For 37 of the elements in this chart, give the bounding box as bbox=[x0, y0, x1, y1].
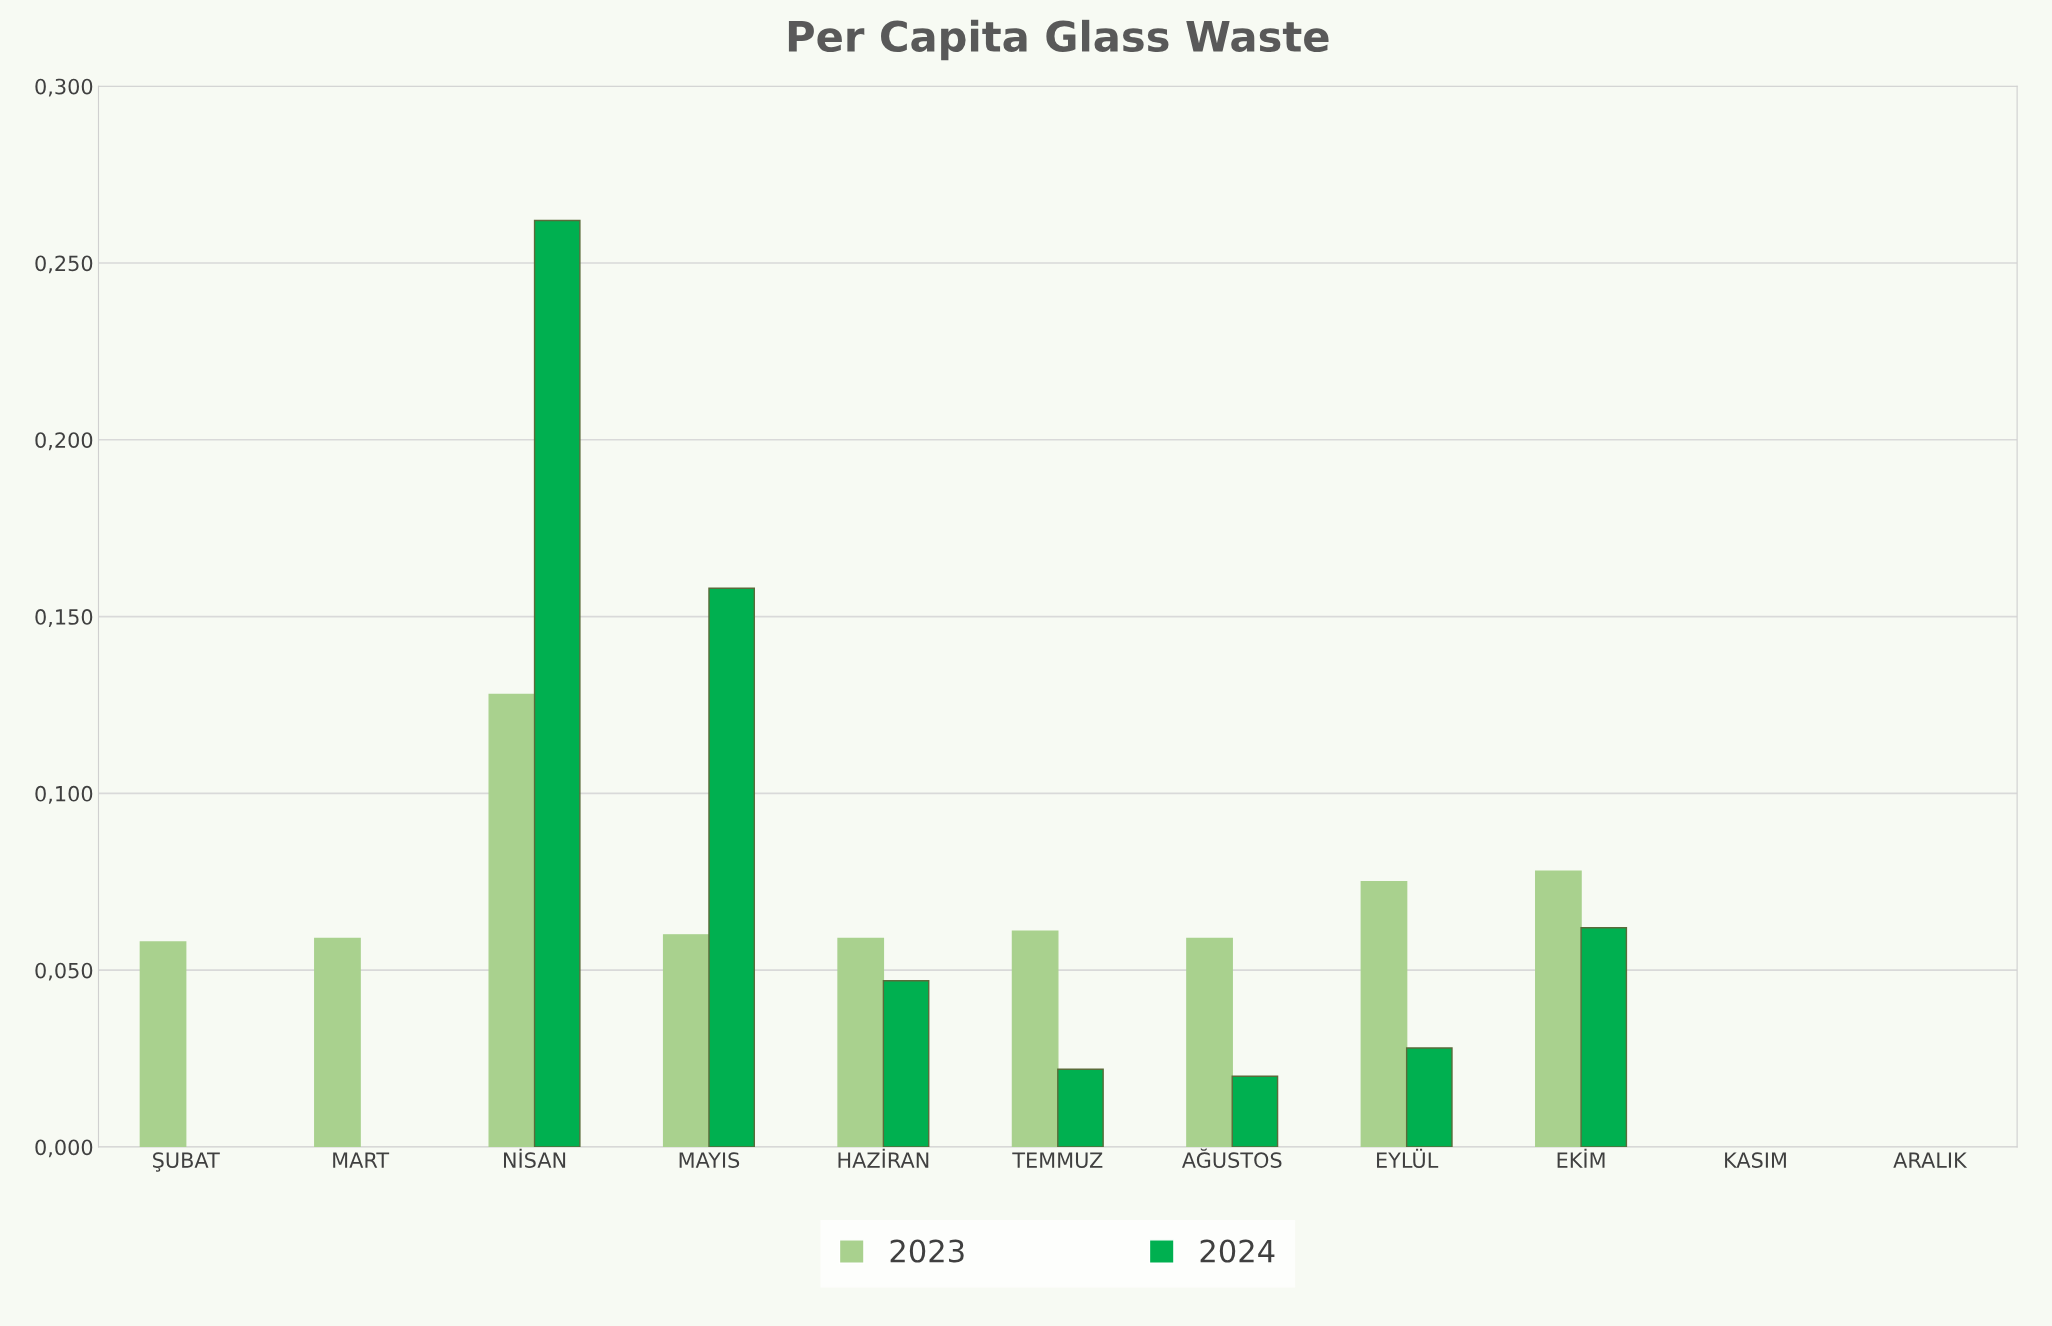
y-tick-label: 0,000 bbox=[35, 1139, 93, 1158]
y-tick-label: 0,050 bbox=[35, 962, 93, 981]
bar bbox=[1011, 930, 1059, 1147]
bar bbox=[314, 937, 361, 1147]
bar bbox=[1405, 1047, 1453, 1147]
bar bbox=[139, 941, 187, 1147]
bar bbox=[488, 693, 536, 1147]
x-tick-label: MAYIS bbox=[679, 1152, 740, 1168]
bar bbox=[1360, 881, 1408, 1147]
y-tick-label: 0,200 bbox=[35, 432, 93, 451]
x-tick-label: EYLÜL bbox=[1377, 1148, 1439, 1168]
legend-label: 2023 bbox=[890, 1239, 964, 1263]
x-tick-label: ARALIK bbox=[1893, 1152, 1968, 1168]
x-tick-label: EKİM bbox=[1557, 1148, 1605, 1168]
y-tick-label: 0,300 bbox=[35, 78, 93, 97]
x-tick-label: TEMMUZ bbox=[1012, 1152, 1103, 1168]
x-tick-label: HAZİRAN bbox=[838, 1148, 929, 1168]
x-tick-label: NİSAN bbox=[504, 1148, 566, 1168]
legend-label: 2024 bbox=[1200, 1239, 1275, 1263]
chart-title: Per Capita Glass Waste bbox=[788, 19, 1329, 61]
x-tick-label: AĞUSTOS bbox=[1181, 1148, 1282, 1168]
y-tick-label: 0,100 bbox=[35, 785, 93, 804]
bar bbox=[1057, 1068, 1104, 1147]
x-tick-label: MART bbox=[333, 1152, 390, 1168]
bar bbox=[1535, 870, 1582, 1147]
bar bbox=[708, 587, 756, 1147]
bar bbox=[1231, 1075, 1279, 1147]
y-tick-label: 0,250 bbox=[35, 255, 93, 274]
x-tick-label: KASIM bbox=[1725, 1152, 1786, 1168]
bar bbox=[1580, 927, 1628, 1147]
bar bbox=[1186, 937, 1233, 1147]
bar bbox=[533, 219, 581, 1147]
x-tick-label: ŞUBAT bbox=[153, 1152, 220, 1172]
bar bbox=[882, 980, 930, 1147]
y-tick-label: 0,150 bbox=[35, 609, 93, 627]
bar bbox=[837, 937, 885, 1147]
bar bbox=[662, 934, 710, 1147]
